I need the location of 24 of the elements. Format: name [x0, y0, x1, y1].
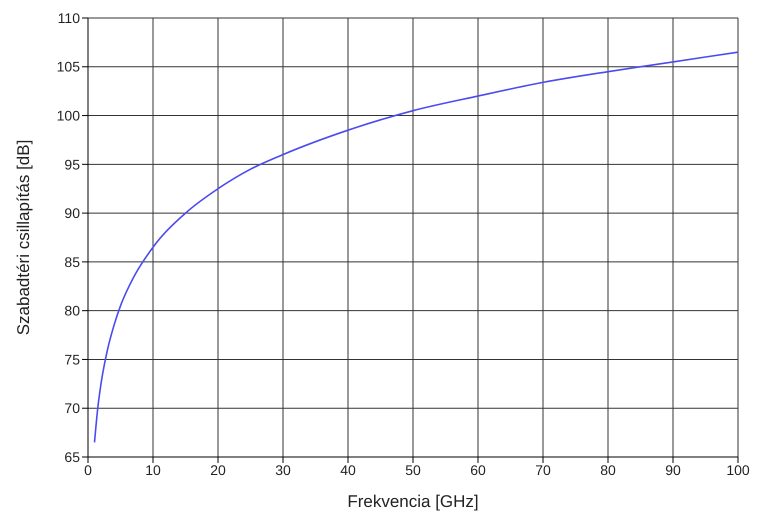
- x-tick-label: 10: [145, 462, 161, 478]
- x-tick-label: 90: [665, 462, 681, 478]
- x-tick-label: 40: [340, 462, 356, 478]
- x-tick-label: 0: [84, 462, 92, 478]
- y-tick-label: 95: [64, 156, 80, 172]
- x-tick-label: 30: [275, 462, 291, 478]
- x-tick-label: 20: [210, 462, 226, 478]
- y-tick-label: 75: [64, 351, 80, 368]
- x-axis-title: Frekvencia [GHz]: [347, 492, 479, 511]
- y-tick-label: 65: [64, 448, 80, 465]
- x-tick-label: 60: [470, 462, 486, 478]
- x-tick-label: 50: [405, 462, 421, 478]
- y-tick-label: 70: [64, 400, 80, 416]
- y-axis-title: Szabadtéri csillapítás [dB]: [14, 140, 34, 336]
- y-tick-label: 85: [64, 254, 80, 270]
- x-tick-label: 100: [726, 462, 750, 478]
- y-tick-label: 90: [64, 205, 80, 222]
- x-tick-label: 80: [600, 462, 616, 478]
- y-tick-label: 100: [56, 108, 80, 124]
- x-tick-label: 70: [535, 462, 551, 478]
- y-tick-label: 110: [58, 10, 80, 26]
- y-tick-label: 80: [64, 302, 80, 319]
- line-series: [94, 51, 738, 444]
- y-tick-label: 105: [56, 58, 80, 75]
